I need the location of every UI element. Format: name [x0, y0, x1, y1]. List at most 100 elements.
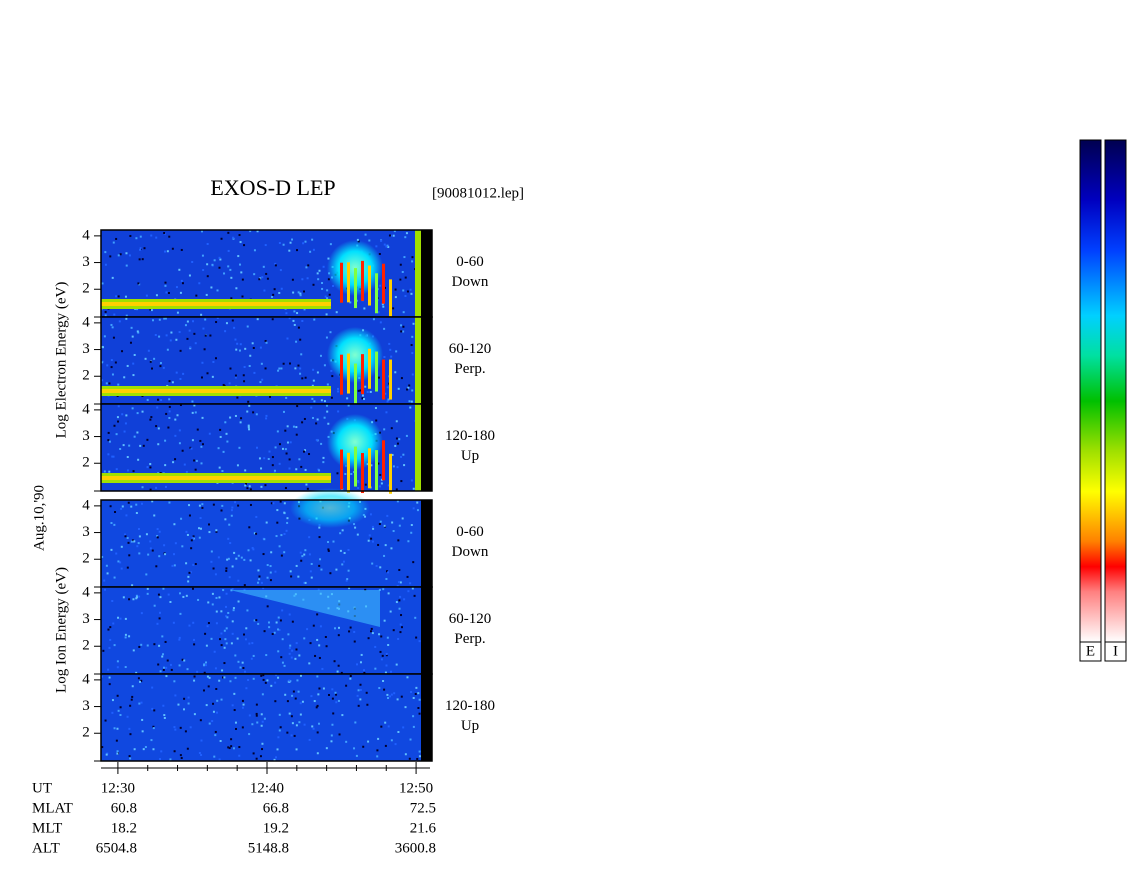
- noise: [230, 509, 233, 512]
- noise: [211, 375, 214, 378]
- noise: [383, 428, 386, 431]
- noise: [281, 609, 284, 612]
- noise: [388, 342, 391, 345]
- noise: [223, 629, 226, 632]
- noise: [410, 344, 413, 347]
- noise: [379, 473, 382, 476]
- noise: [126, 715, 129, 718]
- noise: [393, 230, 396, 233]
- noise: [297, 326, 300, 329]
- noise: [390, 355, 393, 358]
- noise: [236, 396, 239, 399]
- y-tick-label: 3: [82, 428, 90, 444]
- spectrogram-feature: [389, 453, 392, 494]
- noise: [312, 379, 315, 382]
- noise: [207, 601, 210, 604]
- colorbar: [1104, 139, 1127, 643]
- noise: [367, 637, 370, 640]
- noise: [325, 336, 328, 339]
- noise: [235, 557, 238, 560]
- noise: [199, 439, 202, 442]
- noise: [299, 338, 302, 341]
- noise: [131, 539, 134, 542]
- noise: [291, 278, 294, 281]
- noise: [210, 560, 213, 563]
- noise: [291, 722, 294, 725]
- noise: [140, 502, 143, 505]
- noise: [386, 244, 389, 247]
- noise: [121, 350, 124, 353]
- noise: [205, 664, 208, 667]
- noise: [124, 533, 127, 536]
- noise: [189, 346, 192, 349]
- noise: [180, 757, 183, 760]
- noise: [183, 697, 186, 700]
- noise: [321, 282, 324, 285]
- noise: [298, 654, 301, 657]
- noise: [310, 576, 313, 579]
- noise: [317, 588, 320, 591]
- noise: [398, 438, 401, 441]
- noise: [303, 450, 306, 453]
- noise: [139, 248, 142, 251]
- noise: [227, 746, 230, 749]
- panel-label: 0-60: [456, 254, 484, 270]
- noise: [370, 464, 373, 467]
- noise: [405, 232, 408, 235]
- noise: [397, 730, 400, 733]
- noise: [128, 598, 131, 601]
- noise: [322, 461, 325, 464]
- noise: [220, 644, 223, 647]
- noise: [164, 464, 167, 467]
- noise: [398, 599, 401, 602]
- noise: [400, 330, 403, 333]
- noise: [392, 465, 395, 468]
- noise: [409, 738, 412, 741]
- noise: [371, 540, 374, 543]
- noise: [111, 373, 114, 376]
- noise: [142, 444, 145, 447]
- noise: [413, 594, 416, 597]
- noise: [208, 531, 211, 534]
- noise: [326, 410, 329, 413]
- noise: [179, 612, 182, 615]
- noise: [165, 291, 168, 294]
- noise: [233, 551, 236, 554]
- row-value: 5148.8: [248, 840, 289, 856]
- noise: [337, 390, 340, 393]
- noise: [126, 456, 129, 459]
- noise: [278, 443, 281, 446]
- noise: [174, 728, 177, 731]
- noise: [211, 263, 214, 266]
- noise: [127, 541, 130, 544]
- noise: [136, 431, 139, 434]
- noise: [137, 458, 140, 461]
- noise: [345, 740, 348, 743]
- noise: [257, 581, 260, 584]
- noise: [220, 632, 223, 635]
- noise: [299, 294, 302, 297]
- noise: [158, 318, 161, 321]
- noise: [132, 362, 135, 365]
- noise: [330, 740, 333, 743]
- noise: [218, 256, 221, 259]
- noise: [308, 553, 311, 556]
- noise: [275, 756, 278, 759]
- noise: [125, 264, 128, 267]
- noise: [280, 554, 283, 557]
- noise: [298, 458, 301, 461]
- noise: [370, 630, 373, 633]
- noise: [304, 581, 307, 584]
- noise: [151, 319, 154, 322]
- noise: [116, 694, 119, 697]
- title: EXOS-D LEP: [210, 175, 335, 200]
- noise: [225, 592, 228, 595]
- noise: [296, 312, 299, 315]
- x-tick-label: 12:30: [101, 780, 135, 796]
- noise: [312, 283, 315, 286]
- noise: [238, 446, 241, 449]
- noise: [317, 693, 320, 696]
- noise: [309, 570, 312, 573]
- noise: [192, 320, 195, 323]
- noise: [116, 727, 119, 730]
